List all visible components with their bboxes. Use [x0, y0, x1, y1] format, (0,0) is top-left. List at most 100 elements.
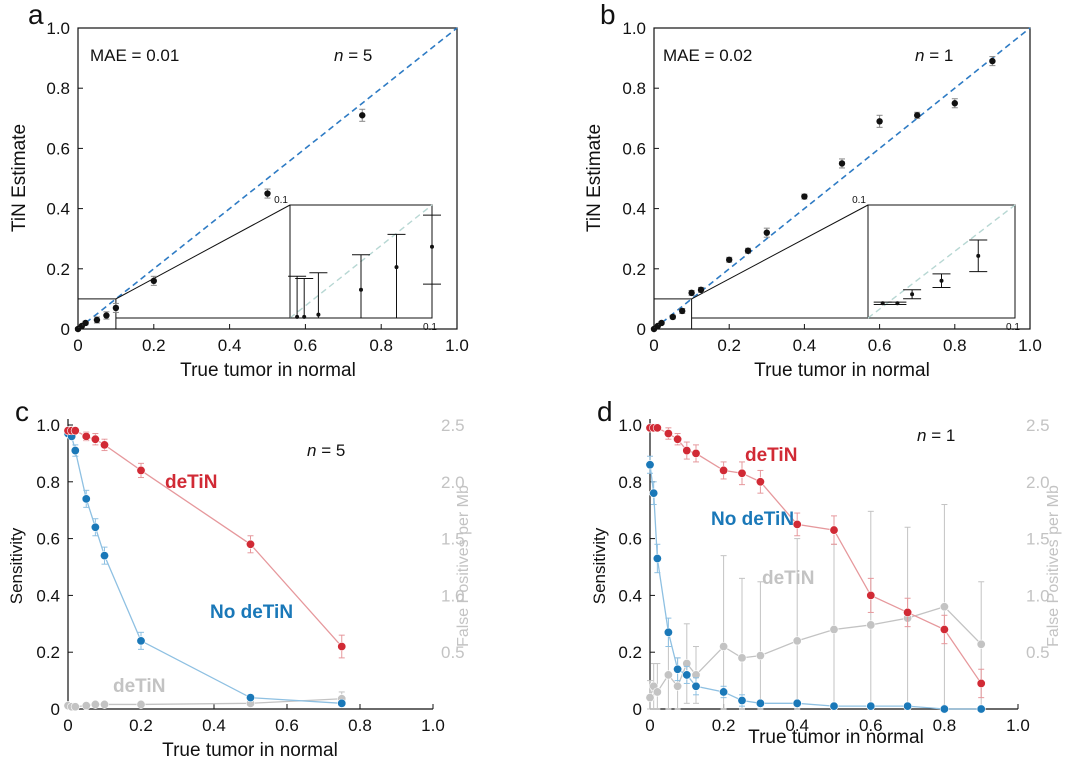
y-tick-label: 0.8 — [618, 473, 642, 492]
x-tick-label: 1.0 — [445, 336, 469, 355]
y-tick-label: 0.8 — [622, 79, 646, 98]
n-value: = 5 — [343, 46, 372, 65]
data-point — [976, 639, 986, 649]
y-tick-label: 0.6 — [622, 139, 646, 158]
y-tick-label: 0.6 — [36, 530, 60, 549]
data-point — [688, 289, 695, 297]
n-symbol: n — [917, 426, 926, 445]
panel-letter: c — [15, 396, 29, 427]
inset-x-label: 0.1 — [1006, 322, 1020, 333]
data-point — [792, 519, 802, 529]
identity-line — [77, 27, 458, 330]
y2-tick-label: 0.5 — [1026, 643, 1050, 662]
n-symbol: n — [307, 441, 316, 460]
y-tick-label: 1.0 — [618, 416, 642, 435]
inset-point — [359, 287, 363, 292]
x-axis-label: True tumor in normal — [180, 360, 356, 381]
y-tick-label: 0 — [633, 700, 642, 719]
inset-point — [302, 314, 307, 319]
series-label: deTiN — [762, 568, 814, 589]
data-point — [866, 620, 876, 630]
data-point — [737, 468, 747, 478]
data-point — [737, 695, 747, 705]
series-label: deTiN — [113, 676, 165, 697]
x-tick-label: 0.8 — [943, 336, 967, 355]
plot-frame — [653, 27, 1031, 330]
data-point — [673, 434, 683, 444]
series-label: No deTiN — [210, 602, 293, 623]
n-annotation: n = 1 — [915, 46, 953, 65]
data-point — [645, 693, 655, 703]
y-tick-label: 0.2 — [46, 260, 70, 279]
n-value: = 1 — [924, 46, 953, 65]
data-point — [90, 522, 100, 532]
data-point — [658, 319, 665, 327]
x-tick-label: 0 — [73, 336, 82, 355]
data-point — [136, 636, 146, 646]
inset-point — [895, 301, 900, 306]
x-tick-label: 0 — [649, 336, 658, 355]
x-tick-label: 0.8 — [933, 716, 957, 735]
panel-c: c 0 0.2 0.4 0.6 0.8 1.0 0 0.2 0.4 0.6 0.8 1.0 0.5 1.0 1… — [7, 396, 472, 761]
data-point — [914, 112, 921, 119]
x-tick-label: 0 — [645, 716, 654, 735]
y2-tick-label: 2.0 — [1026, 473, 1050, 492]
series-label: deTiN — [745, 445, 797, 466]
y-tick-label: 0.2 — [618, 643, 642, 662]
data-point — [136, 465, 146, 475]
data-point — [81, 701, 91, 711]
data-point — [726, 256, 733, 263]
x-tick-label: 1.0 — [1018, 336, 1042, 355]
y-axis-label: Sensitivity — [7, 527, 26, 604]
y-tick-label: 1.0 — [622, 19, 646, 38]
zoom-connector — [115, 204, 291, 300]
n-annotation: n = 5 — [307, 441, 345, 460]
data-point — [838, 160, 846, 167]
panel-letter: a — [28, 0, 44, 30]
data-point — [682, 446, 692, 456]
x-tick-label: 0.2 — [717, 336, 741, 355]
x-tick-label: 0.8 — [348, 716, 372, 735]
x-axis-label: True tumor in normal — [748, 727, 924, 748]
data-point — [100, 699, 110, 709]
data-point — [682, 670, 692, 680]
data-point — [719, 687, 729, 697]
data-point — [679, 307, 686, 315]
data-point — [763, 229, 770, 236]
data-point — [719, 465, 729, 475]
x-tick-label: 1.0 — [1006, 716, 1030, 735]
data-point — [866, 590, 876, 600]
y2-tick-label: 1.5 — [441, 530, 465, 549]
data-point — [829, 624, 839, 634]
series-line — [649, 606, 982, 698]
x-axis-label: True tumor in normal — [162, 740, 338, 761]
inset-point — [976, 253, 981, 258]
data-point — [337, 642, 347, 652]
y-axis-label: TiN Estimate — [584, 124, 605, 232]
data-point — [697, 286, 705, 294]
series-label: deTiN — [165, 472, 217, 493]
data-point — [90, 434, 100, 444]
series-line — [68, 430, 343, 647]
data-point — [663, 627, 673, 637]
data-point — [792, 636, 802, 646]
y-axis-label: TiN Estimate — [9, 124, 30, 232]
y-tick-label: 0 — [51, 700, 60, 719]
data-point — [876, 118, 883, 125]
y-tick-label: 1.0 — [46, 19, 70, 38]
data-point — [645, 460, 655, 470]
y-tick-label: 0.4 — [622, 200, 646, 219]
data-point — [70, 426, 80, 436]
x-tick-label: 0.2 — [142, 336, 166, 355]
data-point — [82, 319, 89, 327]
n-value: = 5 — [316, 441, 345, 460]
y-tick-label: 0.8 — [46, 79, 70, 98]
data-point — [673, 681, 683, 691]
y-tick-label: 0.6 — [618, 530, 642, 549]
data-point — [792, 698, 802, 708]
series-line — [649, 464, 982, 710]
data-point — [359, 112, 366, 119]
inset-point — [910, 292, 915, 297]
data-point — [652, 423, 662, 433]
